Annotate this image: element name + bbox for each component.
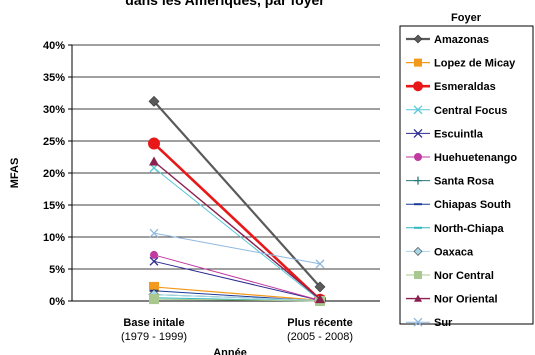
- y-tick-label: 20%: [43, 168, 65, 180]
- series-line-sur: [153, 232, 321, 265]
- series-line-amazonas: [153, 100, 321, 288]
- legend-marker: [414, 176, 422, 185]
- legend-label: Oaxaca: [434, 246, 474, 258]
- legend-label: Esmeraldas: [434, 81, 496, 93]
- legend-item-chiapas-south: Chiapas South: [406, 199, 511, 211]
- x-axis-label: Année: [213, 347, 247, 355]
- legend-marker: [413, 34, 423, 44]
- legend-item-oaxaca: Oaxaca: [406, 246, 474, 258]
- legend-label: Chiapas South: [434, 199, 511, 211]
- series-central-focus: [149, 163, 325, 305]
- y-tick-label: 10%: [43, 232, 65, 244]
- chart-title: dans les Amériques, par foyer: [125, 0, 325, 8]
- series-sur: [149, 228, 325, 269]
- y-axis-tick-labels: 0% 5% 10% 15% 20% 25% 30% 35% 40%: [43, 40, 65, 308]
- data-point-nor-oriental: [315, 294, 325, 304]
- legend-marker: [413, 246, 423, 256]
- legend-label: Sur: [434, 317, 453, 329]
- y-tick-label: 0%: [49, 296, 65, 308]
- legend-marker: [414, 153, 422, 161]
- x-tick-label: Plus récente: [287, 317, 352, 329]
- x-tick-sublabel: (1979 - 1999): [121, 331, 187, 343]
- series-lopez-de-micay: [149, 281, 325, 306]
- legend-marker: [414, 58, 422, 67]
- series-group: [148, 95, 326, 306]
- series-line-escuintla: [153, 260, 321, 301]
- data-point-sur: [315, 259, 325, 269]
- y-tick-label: 25%: [43, 136, 65, 148]
- series-line-central-focus: [153, 167, 321, 301]
- data-point-amazonas: [148, 95, 160, 107]
- gridlines: [68, 44, 380, 302]
- legend-label: Nor Oriental: [434, 294, 498, 306]
- legend-item-escuintla: Escuintla: [406, 128, 484, 140]
- legend-title: Foyer: [451, 12, 482, 24]
- plot-area: 0% 5% 10% 15% 20% 25% 30% 35% 40% Base initale (1…: [43, 40, 380, 343]
- series-line-lopez-de-micay: [153, 286, 321, 301]
- data-point-sur: [149, 228, 159, 238]
- y-tick-label: 40%: [43, 40, 65, 52]
- legend-box: [399, 25, 534, 325]
- data-point-nor-central: [149, 294, 159, 305]
- series-line-nor-central: [153, 298, 321, 302]
- data-point-amazonas: [314, 281, 326, 293]
- legend-marker: [413, 105, 423, 115]
- legend-marker: [413, 81, 423, 92]
- data-point-lopez-de-micay: [149, 281, 159, 292]
- legend-item-santa-rosa: Santa Rosa: [406, 176, 495, 188]
- data-point-esmeraldas: [148, 137, 160, 150]
- legend-items: Amazonas Lopez de Micay Esmeraldas Central …: [406, 34, 517, 329]
- series-amazonas: [148, 95, 326, 293]
- legend-label: North-Chiapa: [434, 223, 505, 235]
- legend-label: Escuintla: [434, 128, 484, 140]
- y-axis-label: MFAS: [9, 158, 21, 189]
- legend-marker: [413, 317, 423, 327]
- series-nor-oriental: [149, 156, 325, 304]
- legend-label: Central Focus: [434, 105, 507, 117]
- series-line-esmeraldas: [153, 142, 321, 301]
- legend-marker: [413, 128, 423, 138]
- data-point-escuintla: [149, 256, 159, 266]
- x-tick-sublabel: (2005 - 2008): [287, 331, 353, 343]
- legend-label: Amazonas: [434, 34, 489, 46]
- legend-item-nor-central: Nor Central: [406, 270, 494, 282]
- legend-item-central-focus: Central Focus: [406, 105, 507, 117]
- data-point-nor-oriental: [149, 156, 159, 166]
- legend-label: Nor Central: [434, 270, 494, 282]
- legend-item-amazonas: Amazonas: [406, 34, 489, 46]
- legend-item-huehuetenango: Huehuetenango: [406, 152, 517, 164]
- legend-marker: [414, 294, 422, 302]
- legend-item-north-chiapa: North-Chiapa: [406, 223, 505, 235]
- data-point-huehuetenango: [150, 250, 158, 259]
- y-tick-label: 5%: [49, 264, 65, 276]
- legend-item-lopez-de-micay: Lopez de Micay: [406, 58, 516, 70]
- series-line-oaxaca: [153, 294, 321, 301]
- legend-label: Santa Rosa: [434, 176, 495, 188]
- x-axis-tick-labels: Base initale (1979 - 1999) Plus récente (20…: [121, 317, 353, 343]
- legend-label: Huehuetenango: [434, 152, 517, 164]
- legend-item-esmeraldas: Esmeraldas: [406, 81, 496, 93]
- series-line-huehuetenango: [153, 254, 321, 301]
- legend-item-sur: Sur: [406, 317, 453, 329]
- legend-label: Lopez de Micay: [434, 58, 516, 70]
- y-tick-label: 35%: [43, 72, 65, 84]
- legend-marker: [414, 271, 422, 279]
- x-tick-label: Base initale: [123, 317, 184, 329]
- legend-item-nor-oriental: Nor Oriental: [406, 294, 498, 306]
- series-line-nor-oriental: [153, 160, 321, 300]
- legend: Amazonas Lopez de Micay Esmeraldas Central …: [399, 25, 534, 329]
- y-tick-label: 15%: [43, 200, 65, 212]
- y-tick-label: 30%: [43, 104, 65, 116]
